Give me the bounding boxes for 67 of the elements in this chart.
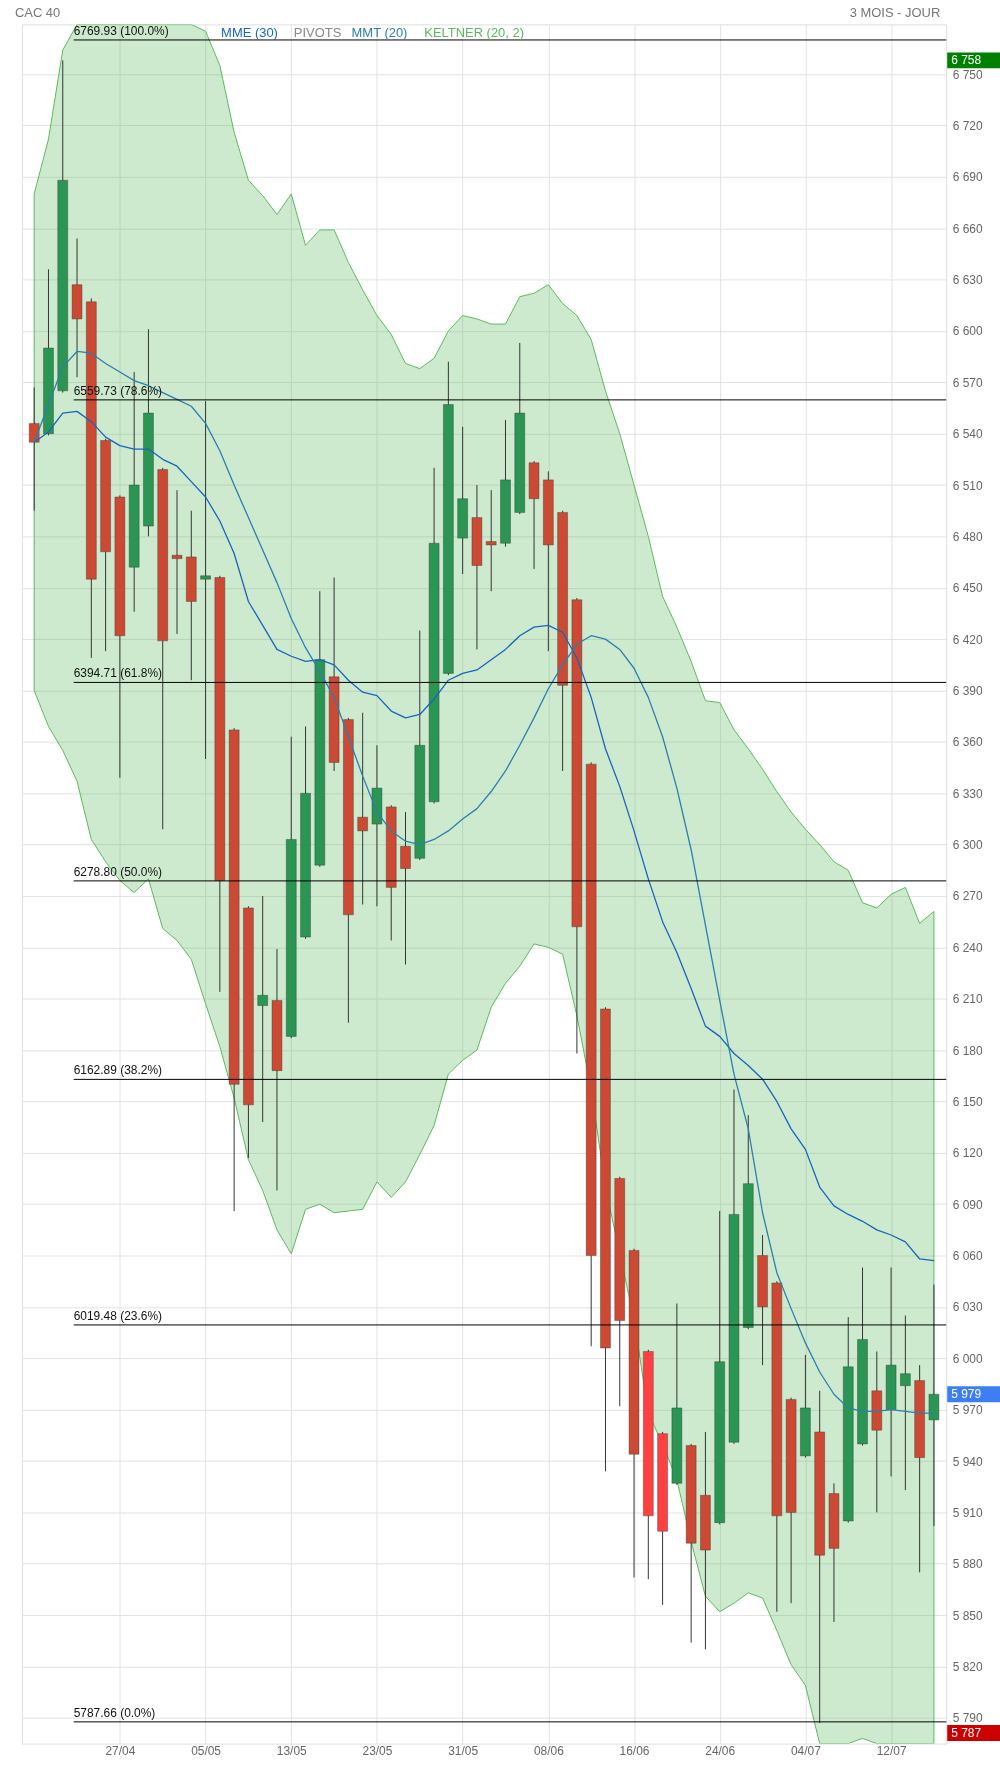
x-tick-label: 31/05: [448, 1744, 479, 1758]
x-tick-label: 13/05: [276, 1744, 308, 1758]
y-tick-label: 5 790: [952, 1711, 983, 1726]
y-tick-label: 6 540: [952, 427, 983, 442]
y-tick-label: 5 970: [952, 1403, 983, 1418]
y-tick-label: 5 850: [952, 1608, 983, 1623]
y-tick-label: 6 570: [952, 375, 983, 390]
y-tick-label: 6 660: [952, 221, 983, 236]
candlestick: [357, 712, 368, 906]
text: 6 758: [951, 53, 982, 68]
y-tick-label: 6 390: [952, 683, 983, 698]
y-tick-label: 6 630: [952, 273, 983, 288]
y-tick-label: 5 820: [952, 1659, 983, 1674]
x-tick-label: 08/06: [533, 1744, 565, 1758]
y-tick-label: 6 090: [952, 1197, 983, 1212]
y-tick-label: 6 210: [952, 992, 983, 1007]
y-tick-label: 5 940: [952, 1454, 983, 1469]
x-tick-label: 12/07: [876, 1744, 907, 1758]
y-tick-label: 6 720: [952, 118, 983, 133]
ref-line-label: 5787.66 (0.0%): [73, 1705, 156, 1720]
y-tick-label: 6 600: [952, 324, 983, 339]
y-tick-label: 6 240: [952, 940, 983, 955]
candlestick: [928, 1284, 940, 1527]
y-tick-label: 6 150: [952, 1094, 983, 1109]
y-tick-label: 5 910: [952, 1505, 983, 1520]
text: 5 979: [951, 1387, 982, 1402]
x-tick-label: 24/06: [705, 1744, 736, 1758]
ref-line-label: 6769.93 (100.0%): [73, 23, 169, 38]
y-tick-label: 6 480: [952, 529, 983, 544]
y-tick-label: 6 450: [952, 581, 983, 596]
candlestick: [29, 386, 40, 512]
ref-line-label: 6278.80 (50.0%): [73, 864, 162, 879]
text: 5 787: [951, 1725, 982, 1740]
candlestick: [400, 811, 411, 965]
x-tick-label: 04/07: [790, 1744, 822, 1758]
legend-label: KELTNER (20, 2): [424, 25, 525, 41]
x-tick-label: 27/04: [105, 1744, 136, 1758]
x-tick-label: 23/05: [362, 1744, 393, 1758]
y-tick-label: 6 030: [952, 1300, 983, 1315]
y-tick-label: 6 000: [952, 1351, 983, 1366]
y-tick-label: 6 180: [952, 1043, 983, 1058]
y-tick-label: 6 510: [952, 478, 983, 493]
candlestick: [257, 895, 268, 1123]
text: MME (30): [221, 25, 278, 41]
chart-title: CAC 40: [14, 5, 61, 21]
y-tick-label: 6 420: [952, 632, 983, 647]
y-tick-label: 6 060: [952, 1249, 983, 1264]
annotation: PIVOTS: [293, 25, 342, 41]
y-tick-label: 6 330: [952, 786, 983, 801]
candlestick: [171, 489, 183, 635]
y-tick-label: 6 750: [952, 67, 983, 82]
candlestick: [486, 489, 497, 592]
y-tick-label: 6 120: [952, 1146, 983, 1161]
y-tick-label: 6 360: [952, 735, 983, 750]
ref-line-label: 6162.89 (38.2%): [73, 1063, 162, 1078]
candlestick: [200, 400, 211, 760]
ref-line-label: 6394.71 (61.8%): [73, 666, 162, 681]
x-tick-label: 05/05: [191, 1744, 222, 1758]
x-tick-label: 16/06: [619, 1744, 650, 1758]
y-tick-label: 6 270: [952, 889, 983, 904]
ref-line-label: 6019.48 (23.6%): [73, 1308, 162, 1323]
text: MMT (20): [351, 25, 408, 41]
chart-subtitle: 3 MOIS - JOUR: [849, 5, 941, 21]
y-tick-label: 6 300: [952, 838, 983, 853]
y-tick-label: 5 880: [952, 1557, 983, 1572]
y-tick-label: 6 690: [952, 170, 983, 185]
candlestick: [900, 1314, 911, 1491]
